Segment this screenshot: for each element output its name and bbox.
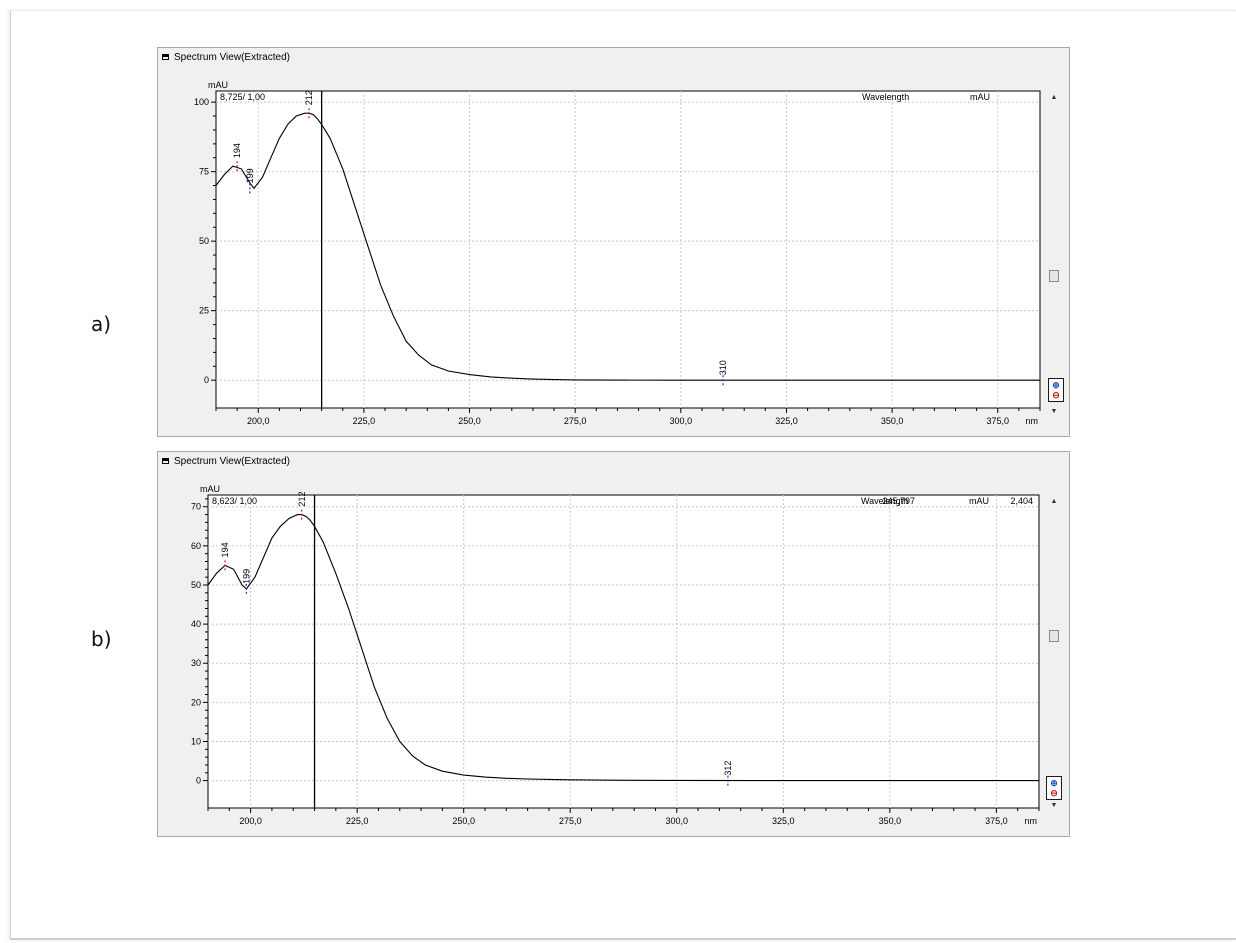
peak-label: 194 xyxy=(220,542,230,557)
x-tick-label: 375,0 xyxy=(986,416,1009,426)
readout-field: mAU xyxy=(970,92,990,102)
peak-label: 212 xyxy=(304,90,314,105)
y-tick-label: 0 xyxy=(196,776,201,786)
corner-readout: 8,623/ 1,00 xyxy=(212,496,257,506)
y-tick-label: 60 xyxy=(191,541,201,551)
window-icon xyxy=(162,54,169,60)
zoom-controls: ⊕ ⊖ xyxy=(1046,776,1062,800)
x-tick-label: 225,0 xyxy=(346,816,369,826)
y-axis-label: mAU xyxy=(208,80,228,90)
peak-label: 199 xyxy=(241,569,251,584)
spectrum-panel-a: Spectrum View(Extracted) 200,0 225,0 250,0… xyxy=(157,47,1070,437)
scroll-up-arrow-icon[interactable]: ▲ xyxy=(1050,94,1058,101)
x-tick-label: 225,0 xyxy=(353,416,376,426)
peak-label: 194 xyxy=(232,143,242,158)
x-tick-label: 275,0 xyxy=(559,816,582,826)
panel-title-bar: Spectrum View(Extracted) xyxy=(162,454,290,468)
panel-title: Spectrum View(Extracted) xyxy=(174,455,290,467)
zoom-controls: ⊕ ⊖ xyxy=(1048,378,1064,402)
spectrum-chart-a: 200,0 225,0 250,0 275,0 300,0 325,0 350,0 375,0… xyxy=(194,80,1041,426)
plot-area xyxy=(207,494,1040,809)
zoom-out-icon[interactable]: ⊖ xyxy=(1052,390,1060,400)
figure-label-b: b) xyxy=(91,627,112,651)
x-tick-label: 375,0 xyxy=(985,816,1008,826)
readout-field: Wavelength xyxy=(862,92,909,102)
y-tick-label: 50 xyxy=(199,236,209,246)
y-tick-label: 10 xyxy=(191,736,201,746)
y-tick-label: 75 xyxy=(199,167,209,177)
plot-area xyxy=(215,90,1041,409)
y-tick-label: 30 xyxy=(191,658,201,668)
y-tick-label: 0 xyxy=(204,375,209,385)
y-tick-label: 70 xyxy=(191,502,201,512)
spectrum-panel-b: Spectrum View(Extracted) 200,0 225,0 250,0… xyxy=(157,451,1070,837)
y-tick-label: 100 xyxy=(194,97,209,107)
readout-field: 245,797 xyxy=(882,496,915,506)
x-tick-label: 300,0 xyxy=(666,816,689,826)
peak-label: 199 xyxy=(245,168,255,183)
y-tick-label: 20 xyxy=(191,697,201,707)
x-tick-label: 350,0 xyxy=(881,416,904,426)
window-icon xyxy=(162,458,169,464)
scroll-thumb[interactable] xyxy=(1049,270,1059,282)
panel-title: Spectrum View(Extracted) xyxy=(174,51,290,63)
scroll-thumb[interactable] xyxy=(1049,630,1059,642)
zoom-in-icon[interactable]: ⊕ xyxy=(1050,778,1058,788)
spectrum-line xyxy=(215,112,1040,381)
x-tick-label: 300,0 xyxy=(670,416,693,426)
scroll-down-arrow-icon[interactable]: ▼ xyxy=(1050,802,1058,809)
y-tick-label: 40 xyxy=(191,619,201,629)
x-axis-label: nm xyxy=(1025,416,1038,426)
readout-field: mAU xyxy=(969,496,989,506)
peak-label: 312 xyxy=(723,761,733,776)
x-tick-label: 325,0 xyxy=(772,816,795,826)
readout-field: Wavelength xyxy=(861,496,908,506)
peak-label: 212 xyxy=(297,492,307,507)
peak-label: 310 xyxy=(718,360,728,375)
y-tick-label: 50 xyxy=(191,580,201,590)
x-tick-label: 275,0 xyxy=(564,416,587,426)
x-tick-label: 200,0 xyxy=(247,416,270,426)
vertical-scrollbar[interactable]: ▲ ▼ xyxy=(1047,496,1061,816)
x-tick-label: 200,0 xyxy=(239,816,262,826)
scroll-down-arrow-icon[interactable]: ▼ xyxy=(1050,408,1058,415)
x-tick-label: 350,0 xyxy=(879,816,902,826)
spectrum-line xyxy=(207,514,1039,782)
zoom-out-icon[interactable]: ⊖ xyxy=(1050,788,1058,798)
figure-label-a: a) xyxy=(91,312,112,336)
panel-title-bar: Spectrum View(Extracted) xyxy=(162,50,290,64)
spectrum-chart-b: 200,0 225,0 250,0 275,0 300,0 325,0 350,0 375,0… xyxy=(191,484,1040,826)
x-axis-label: nm xyxy=(1024,816,1037,826)
readout-field: 2,404 xyxy=(1010,496,1033,506)
x-tick-label: 250,0 xyxy=(452,816,475,826)
vertical-scrollbar[interactable]: ▲ ▼ xyxy=(1047,92,1061,422)
x-tick-label: 250,0 xyxy=(458,416,481,426)
y-axis-label: mAU xyxy=(200,484,220,494)
corner-readout: 8,725/ 1,00 xyxy=(220,92,265,102)
scroll-up-arrow-icon[interactable]: ▲ xyxy=(1050,498,1058,505)
zoom-in-icon[interactable]: ⊕ xyxy=(1052,380,1060,390)
x-tick-label: 325,0 xyxy=(775,416,798,426)
y-tick-label: 25 xyxy=(199,306,209,316)
document-page xyxy=(10,10,1236,940)
